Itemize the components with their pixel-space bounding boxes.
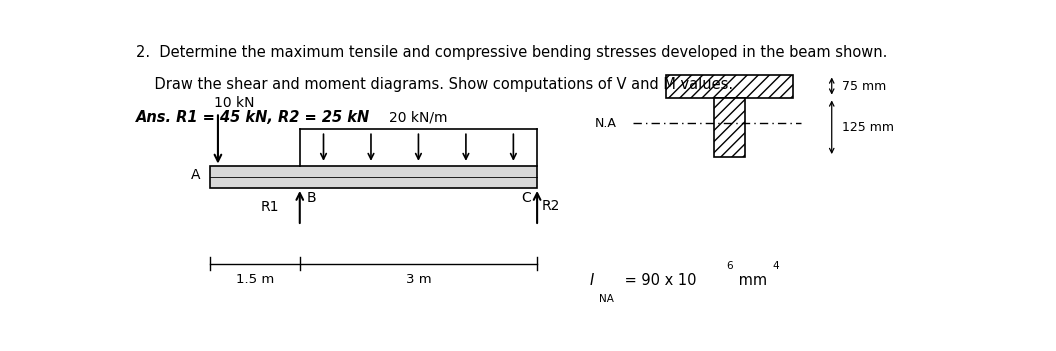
Text: 6: 6	[727, 261, 733, 271]
Text: 4: 4	[773, 261, 779, 271]
Bar	[666, 74, 793, 98]
Text: $I$: $I$	[588, 272, 595, 289]
Text: 1.5 m: 1.5 m	[235, 273, 274, 286]
Text: = 90 x 10: = 90 x 10	[620, 273, 696, 289]
Text: R1: R1	[261, 200, 279, 214]
Text: 20 kN/m: 20 kN/m	[390, 111, 448, 125]
Bar	[714, 98, 744, 157]
Text: N.A: N.A	[595, 117, 617, 130]
Text: NA: NA	[600, 293, 615, 304]
Text: C: C	[521, 191, 530, 205]
Text: 125 mm: 125 mm	[842, 121, 893, 134]
Text: Ans. R1 = 45 kN, R2 = 25 kN: Ans. R1 = 45 kN, R2 = 25 kN	[136, 110, 371, 125]
Text: 10 kN: 10 kN	[213, 96, 254, 110]
Text: Draw the shear and moment diagrams. Show computations of V and M values.: Draw the shear and moment diagrams. Show…	[136, 77, 733, 92]
Text: 3 m: 3 m	[406, 273, 431, 286]
Text: 2.  Determine the maximum tensile and compressive bending stresses developed in : 2. Determine the maximum tensile and com…	[136, 45, 887, 60]
Bar	[210, 166, 538, 188]
Text: A: A	[190, 167, 200, 181]
Text: B: B	[306, 191, 316, 205]
Text: mm: mm	[734, 273, 768, 289]
Text: R2: R2	[542, 199, 560, 213]
Text: 75 mm: 75 mm	[842, 80, 886, 93]
